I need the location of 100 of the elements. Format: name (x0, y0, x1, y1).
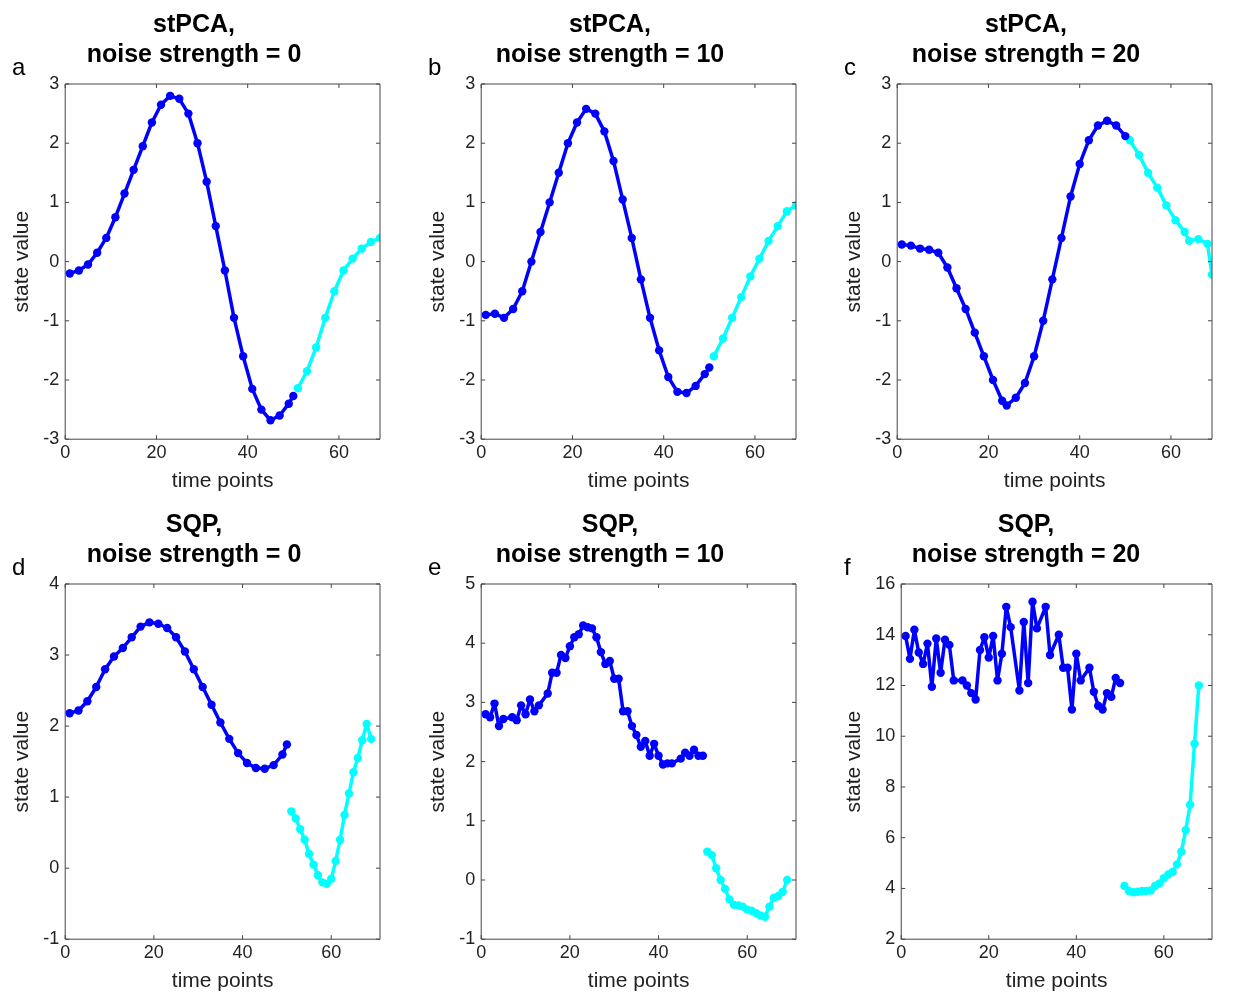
y-tick-label: 3 (465, 691, 476, 712)
point (136, 622, 145, 631)
point (673, 387, 682, 397)
point (1028, 597, 1037, 606)
point (765, 902, 774, 911)
y-tick-label: 4 (885, 877, 896, 898)
point (349, 768, 358, 777)
y-tick-label: 8 (885, 775, 896, 796)
point (275, 411, 284, 420)
point (83, 260, 93, 269)
point (251, 763, 261, 773)
point (971, 695, 980, 704)
point (530, 707, 539, 716)
point (720, 884, 730, 894)
point (924, 245, 934, 254)
point (1002, 602, 1011, 612)
chart-title: stPCA, noise strength = 10 (495, 8, 725, 67)
point (521, 710, 530, 719)
chart-title: SQP, noise strength = 10 (495, 508, 725, 567)
point (574, 630, 583, 639)
point (627, 721, 637, 731)
point (725, 895, 734, 904)
point (685, 751, 694, 760)
point (711, 863, 721, 873)
point (1190, 739, 1199, 749)
text: b (428, 53, 442, 80)
x-axis-title: time points (171, 468, 274, 492)
point (727, 313, 737, 323)
point (1029, 352, 1039, 361)
point (138, 141, 147, 151)
y-axis-title: state value (841, 710, 865, 813)
point (362, 719, 371, 729)
x-axis-title: time points (1005, 968, 1108, 992)
x-tick-label: 60 (328, 441, 349, 462)
y-tick-label: -1 (459, 309, 476, 330)
point (289, 391, 298, 401)
point (490, 699, 499, 708)
point (1075, 159, 1084, 169)
point (508, 304, 518, 314)
point (357, 244, 366, 253)
point (778, 887, 787, 897)
point (1120, 881, 1129, 891)
point (1054, 630, 1063, 639)
point (65, 269, 74, 278)
point (901, 631, 910, 641)
y-tick-label: 1 (49, 786, 60, 807)
point (682, 388, 691, 398)
point (1072, 649, 1081, 658)
x-tick-label: 20 (559, 941, 580, 962)
y-tick-label: 3 (49, 644, 60, 665)
point (295, 824, 305, 834)
point (302, 366, 312, 376)
point (353, 753, 363, 763)
y-tick-label: 0 (881, 250, 892, 271)
point (1020, 378, 1030, 388)
point (100, 665, 110, 674)
y-tick-label: 2 (465, 132, 476, 153)
point (527, 257, 536, 266)
point (257, 405, 266, 414)
point (366, 734, 376, 744)
point (581, 104, 591, 114)
point (74, 706, 83, 715)
text: f (844, 553, 851, 580)
y-tick-label: -3 (43, 428, 60, 449)
point (1168, 867, 1177, 877)
point (129, 165, 138, 175)
point (344, 789, 354, 798)
point (175, 94, 184, 103)
point (561, 653, 570, 663)
y-tick-label: -2 (43, 368, 60, 389)
point (1172, 860, 1182, 869)
y-tick-label: 12 (875, 674, 896, 695)
chart-title: SQP, noise strength = 20 (911, 508, 1141, 567)
point (1121, 131, 1130, 141)
point (782, 875, 792, 885)
y-tick-label: -2 (459, 368, 476, 389)
point (1185, 800, 1195, 809)
point (269, 760, 278, 770)
y-tick-label: 0 (49, 250, 60, 271)
point (718, 334, 728, 343)
y-tick-label: 1 (465, 809, 476, 830)
y-tick-label: 2 (885, 928, 896, 949)
point (490, 309, 500, 318)
point (287, 807, 296, 816)
point (330, 287, 339, 296)
point (74, 266, 84, 275)
point (918, 659, 928, 669)
point (309, 860, 318, 869)
point (266, 416, 275, 425)
point (980, 633, 989, 642)
point (746, 272, 755, 281)
point (162, 623, 172, 633)
x-tick-label: 40 (653, 441, 674, 462)
point (83, 697, 92, 706)
y-tick-label: 2 (465, 750, 476, 771)
point (499, 714, 508, 724)
point (1115, 678, 1125, 688)
x-tick-label: 20 (978, 941, 999, 962)
point (927, 682, 937, 691)
y-tick-label: -1 (459, 928, 476, 949)
